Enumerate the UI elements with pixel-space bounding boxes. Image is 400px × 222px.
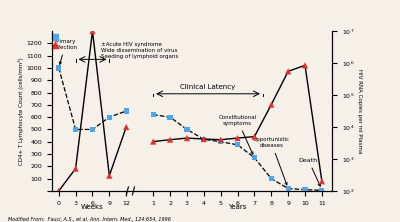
- Text: Constitutional
symptoms: Constitutional symptoms: [218, 115, 257, 154]
- Point: [89, 29, 96, 33]
- Text: Modified From:  Fauci, A.S., et al. Ann. Intern. Med., 124:654, 1996: Modified From: Fauci, A.S., et al. Ann. …: [8, 217, 171, 222]
- Text: Years: Years: [228, 204, 247, 210]
- Point: [251, 156, 258, 159]
- Point: [234, 136, 241, 140]
- Text: Clinical Latency: Clinical Latency: [180, 84, 236, 90]
- Point: [218, 140, 224, 143]
- Point: [56, 189, 62, 193]
- Text: Death: Death: [299, 158, 320, 186]
- Point: [150, 140, 156, 143]
- Y-axis label: HIV RNA Copies per ml Plasma: HIV RNA Copies per ml Plasma: [357, 69, 362, 153]
- Point: [201, 137, 207, 141]
- Point: [234, 143, 241, 147]
- Point: [251, 135, 258, 138]
- Text: ±Acute HIV syndrome
Wide dissemination of virus
Seeding of lymphoid organs: ±Acute HIV syndrome Wide dissemination o…: [101, 42, 178, 59]
- Point: [302, 188, 308, 191]
- Point: [167, 115, 173, 119]
- Point: [268, 103, 274, 106]
- Point: [72, 167, 79, 170]
- Point: [218, 138, 224, 141]
- Point: [268, 177, 274, 180]
- Point: [302, 63, 308, 67]
- Text: Weeks: Weeks: [81, 204, 104, 210]
- Text: Primary
Infection: Primary Infection: [54, 39, 78, 64]
- Point: [89, 128, 96, 131]
- Point: [123, 125, 130, 129]
- Point: [167, 138, 173, 141]
- Point: [123, 109, 130, 113]
- Point: [72, 128, 79, 131]
- Point: [51, 44, 58, 47]
- Point: [51, 35, 58, 38]
- Y-axis label: CD4+ T Lymphocyte Count (cells/mm³): CD4+ T Lymphocyte Count (cells/mm³): [18, 57, 24, 165]
- Point: [319, 188, 325, 192]
- Point: [56, 66, 62, 70]
- Text: Opportunistic
diseases: Opportunistic diseases: [253, 137, 290, 185]
- Point: [184, 136, 190, 140]
- Point: [106, 115, 112, 119]
- Point: [285, 187, 291, 190]
- Point: [319, 180, 325, 183]
- Point: [201, 137, 207, 141]
- Point: [150, 113, 156, 117]
- Point: [184, 128, 190, 131]
- Point: [285, 69, 291, 73]
- Point: [106, 174, 112, 177]
